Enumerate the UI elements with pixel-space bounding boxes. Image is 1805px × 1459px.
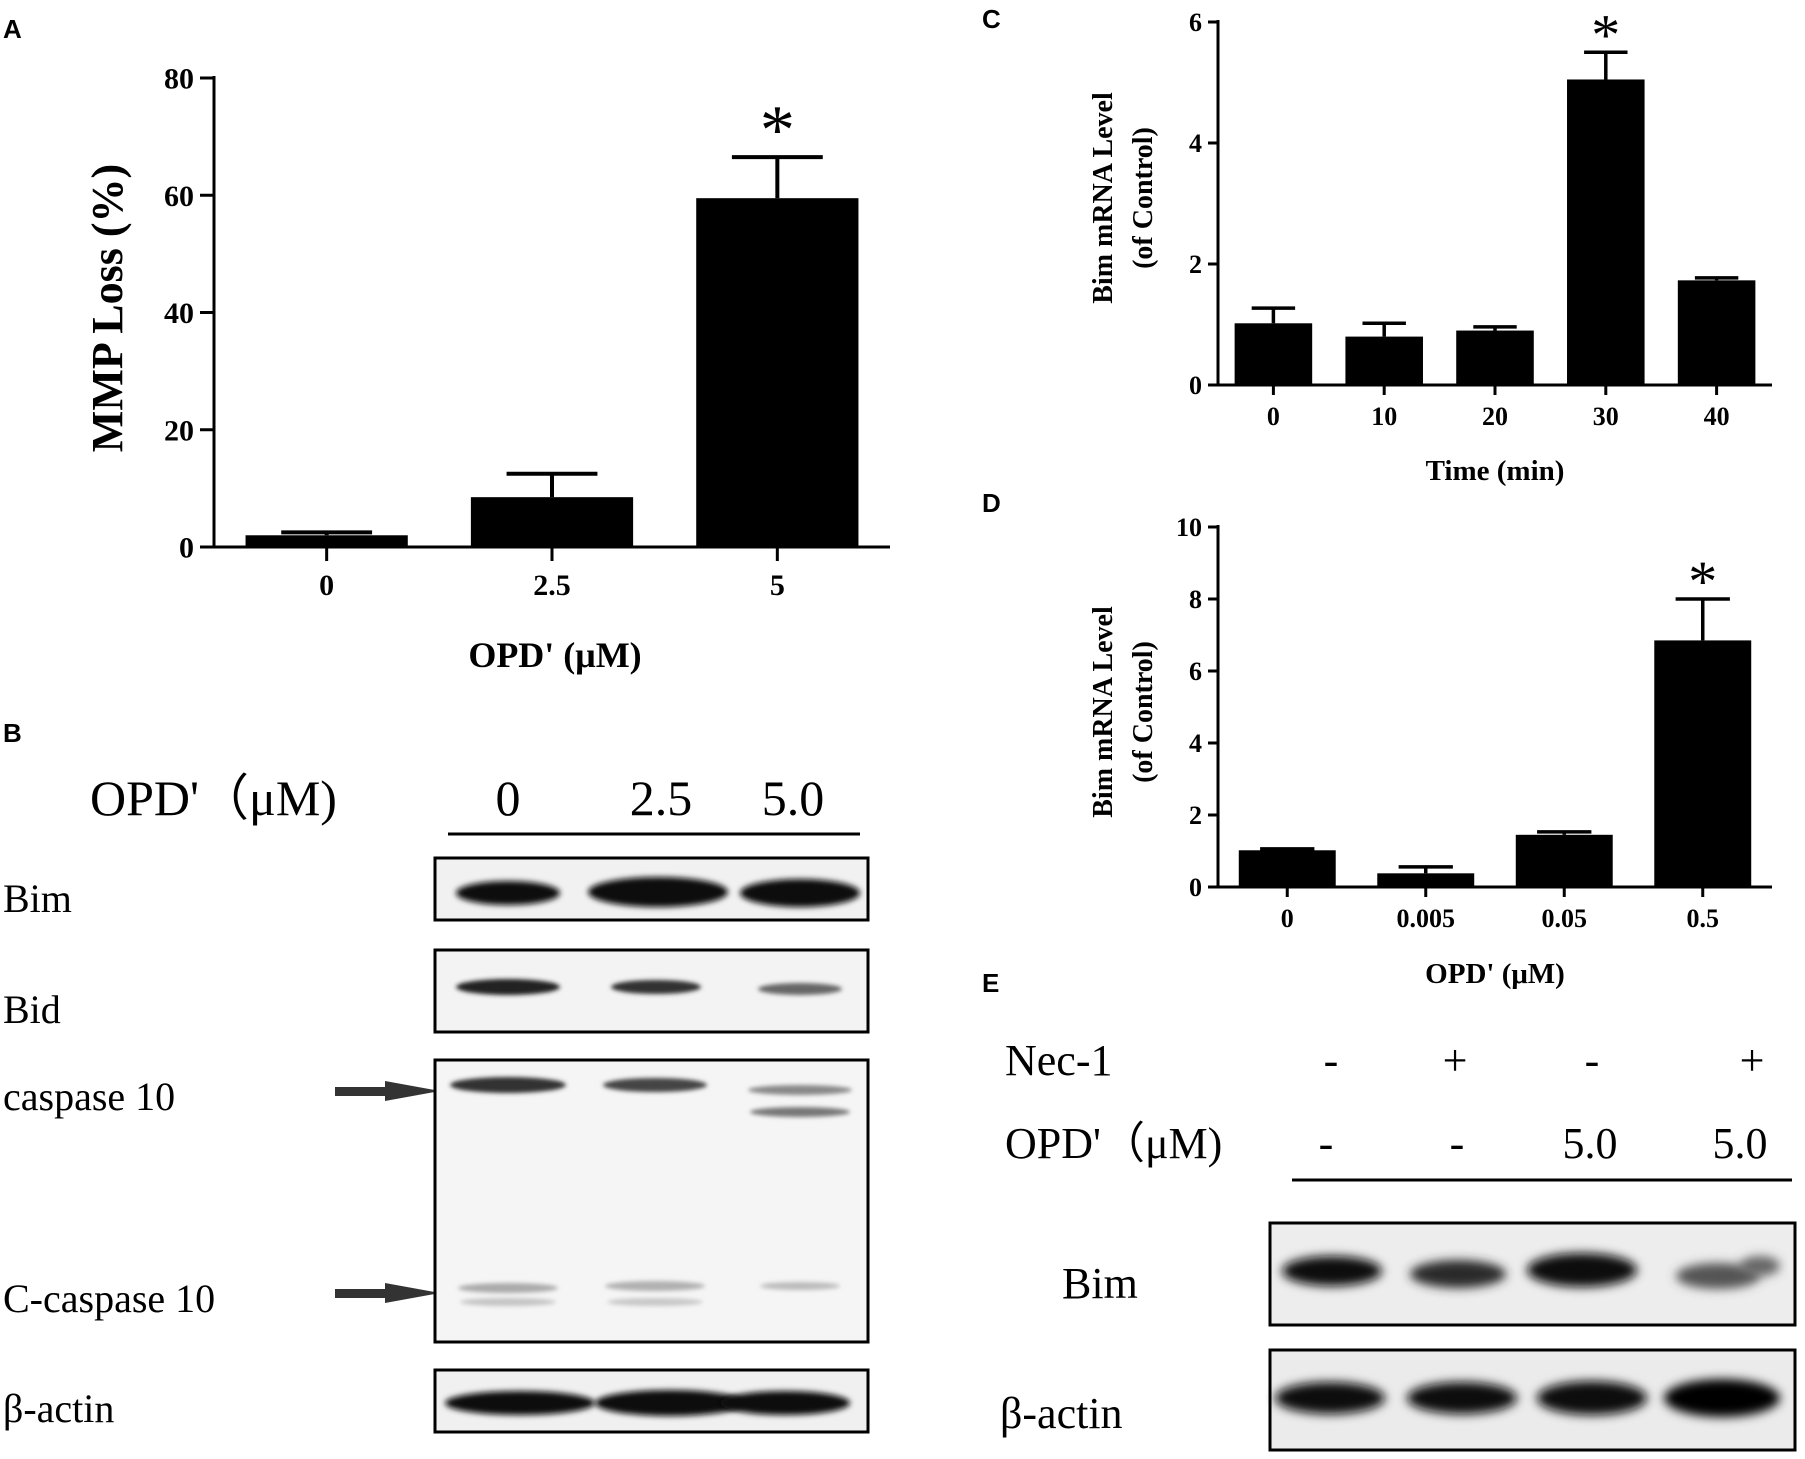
arrow-icon <box>335 1081 440 1101</box>
bar <box>696 198 859 547</box>
y-axis-title: Bim mRNA Level <box>1088 92 1119 304</box>
blot-e-nec-value: + <box>1740 1036 1765 1085</box>
bar <box>245 535 408 547</box>
x-tick-label: 10 <box>1371 402 1397 431</box>
x-tick-label: 20 <box>1482 402 1508 431</box>
chart-d-bim-mrna-dose: 0 2 4 6 8 10 0 0.005 0.05 0.5 * OPD' (μM) Bim mRNA L… <box>1088 513 1772 990</box>
y-tick-label: 20 <box>164 414 194 447</box>
blot-b-header-label: OPD'（μM) <box>90 770 337 826</box>
blot-e-nec-label: Nec-1 <box>1005 1036 1113 1085</box>
blot-e-nec-value: - <box>1585 1036 1600 1085</box>
x-tick-label: 0.005 <box>1397 904 1456 933</box>
x-axis-title: OPD' (μM) <box>468 635 641 675</box>
y-tick-label: 6 <box>1189 657 1202 686</box>
y-tick-label: 2 <box>1189 250 1202 279</box>
bar <box>1515 834 1613 887</box>
bar <box>1234 323 1313 385</box>
bar <box>1567 79 1645 385</box>
blot-b-row-label: Bim <box>3 876 72 921</box>
blot-panel-e: Nec-1 OPD'（μM) - + - + - - 5.0 5.0 Bim β… <box>1000 1036 1797 1452</box>
blot-e-row-label: β-actin <box>1000 1389 1123 1438</box>
blot-b-row-label: Bid <box>3 987 61 1032</box>
y-tick-label: 0 <box>1189 371 1202 400</box>
panel-letter-c: C <box>982 4 1001 34</box>
x-tick-label: 40 <box>1704 402 1730 431</box>
x-tick-label: 0 <box>319 569 334 602</box>
blot-b-actin-membrane <box>433 1368 870 1434</box>
blot-e-row-label: Bim <box>1062 1259 1138 1308</box>
bar <box>1377 873 1475 887</box>
y-axis-title: Bim mRNA Level <box>1088 606 1119 818</box>
bar <box>1677 280 1756 385</box>
blot-b-bid-membrane <box>433 948 870 1034</box>
x-tick-label: 2.5 <box>533 569 571 602</box>
y-tick-label: 60 <box>164 180 194 213</box>
significance-marker: * <box>760 92 795 169</box>
blot-b-lane-label: 5.0 <box>762 770 825 826</box>
blot-b-bim-membrane <box>433 856 870 922</box>
significance-marker: * <box>1688 549 1717 614</box>
y-tick-label: 0 <box>179 532 194 565</box>
y-axis-title: (of Control) <box>1128 641 1159 783</box>
y-tick-label: 0 <box>1189 873 1202 902</box>
bar <box>1345 336 1423 385</box>
y-axis-title: MMP Loss (%) <box>83 164 132 452</box>
blot-e-nec-value: - <box>1324 1036 1339 1085</box>
panel-letter-a: A <box>3 14 22 44</box>
x-tick-label: 0 <box>1267 402 1280 431</box>
blot-e-opd-value: - <box>1450 1119 1465 1168</box>
chart-a-mmp-loss: 0 20 40 60 80 0 2.5 5 * OPD' (μM) MMP Loss (%) <box>83 63 890 675</box>
blot-b-caspase10-membrane <box>433 1058 870 1344</box>
x-tick-label: 5 <box>770 569 785 602</box>
blot-e-actin-membrane <box>1268 1348 1797 1452</box>
blot-e-opd-value: - <box>1319 1119 1334 1168</box>
x-tick-label: 0.05 <box>1542 904 1588 933</box>
x-axis-title: OPD' (μM) <box>1425 958 1565 990</box>
blot-panel-b: OPD'（μM) 0 2.5 5.0 Bim Bid caspase 10 C-… <box>3 770 870 1434</box>
x-tick-label: 30 <box>1593 402 1619 431</box>
x-axis-title: Time (min) <box>1426 455 1565 487</box>
y-axis-title: (of Control) <box>1128 127 1159 269</box>
bar <box>1654 640 1752 887</box>
bar <box>470 497 634 547</box>
y-tick-label: 6 <box>1189 8 1202 37</box>
arrow-icon <box>335 1283 440 1303</box>
panel-letter-d: D <box>982 488 1001 518</box>
blot-b-row-label: C-caspase 10 <box>3 1276 215 1321</box>
y-tick-label: 8 <box>1189 585 1202 614</box>
y-tick-label: 10 <box>1176 513 1202 542</box>
y-tick-label: 80 <box>164 63 194 96</box>
blot-e-bim-membrane <box>1268 1221 1797 1327</box>
blot-b-lane-label: 2.5 <box>630 770 693 826</box>
bar <box>1238 850 1336 887</box>
x-tick-label: 0.5 <box>1687 904 1720 933</box>
blot-b-lane-label: 0 <box>496 770 521 826</box>
blot-e-nec-value: + <box>1443 1036 1468 1085</box>
chart-c-bim-mrna-time: 0 2 4 6 0 10 20 30 * 40 Time (min) Bim mRNA Level (o… <box>1088 2 1772 487</box>
panel-letter-b: B <box>3 718 22 748</box>
y-tick-label: 40 <box>164 297 194 330</box>
panel-letter-e: E <box>982 968 999 998</box>
y-tick-label: 4 <box>1189 129 1202 158</box>
blot-e-opd-label: OPD'（μM) <box>1005 1119 1222 1168</box>
x-tick-label: 0 <box>1281 904 1294 933</box>
blot-b-row-label: β-actin <box>3 1386 114 1431</box>
y-tick-label: 4 <box>1189 729 1202 758</box>
significance-marker: * <box>1591 2 1620 67</box>
y-tick-label: 2 <box>1189 801 1202 830</box>
blot-e-opd-value: 5.0 <box>1563 1119 1618 1168</box>
blot-e-opd-value: 5.0 <box>1713 1119 1768 1168</box>
bar <box>1456 330 1534 385</box>
blot-b-row-label: caspase 10 <box>3 1074 175 1119</box>
